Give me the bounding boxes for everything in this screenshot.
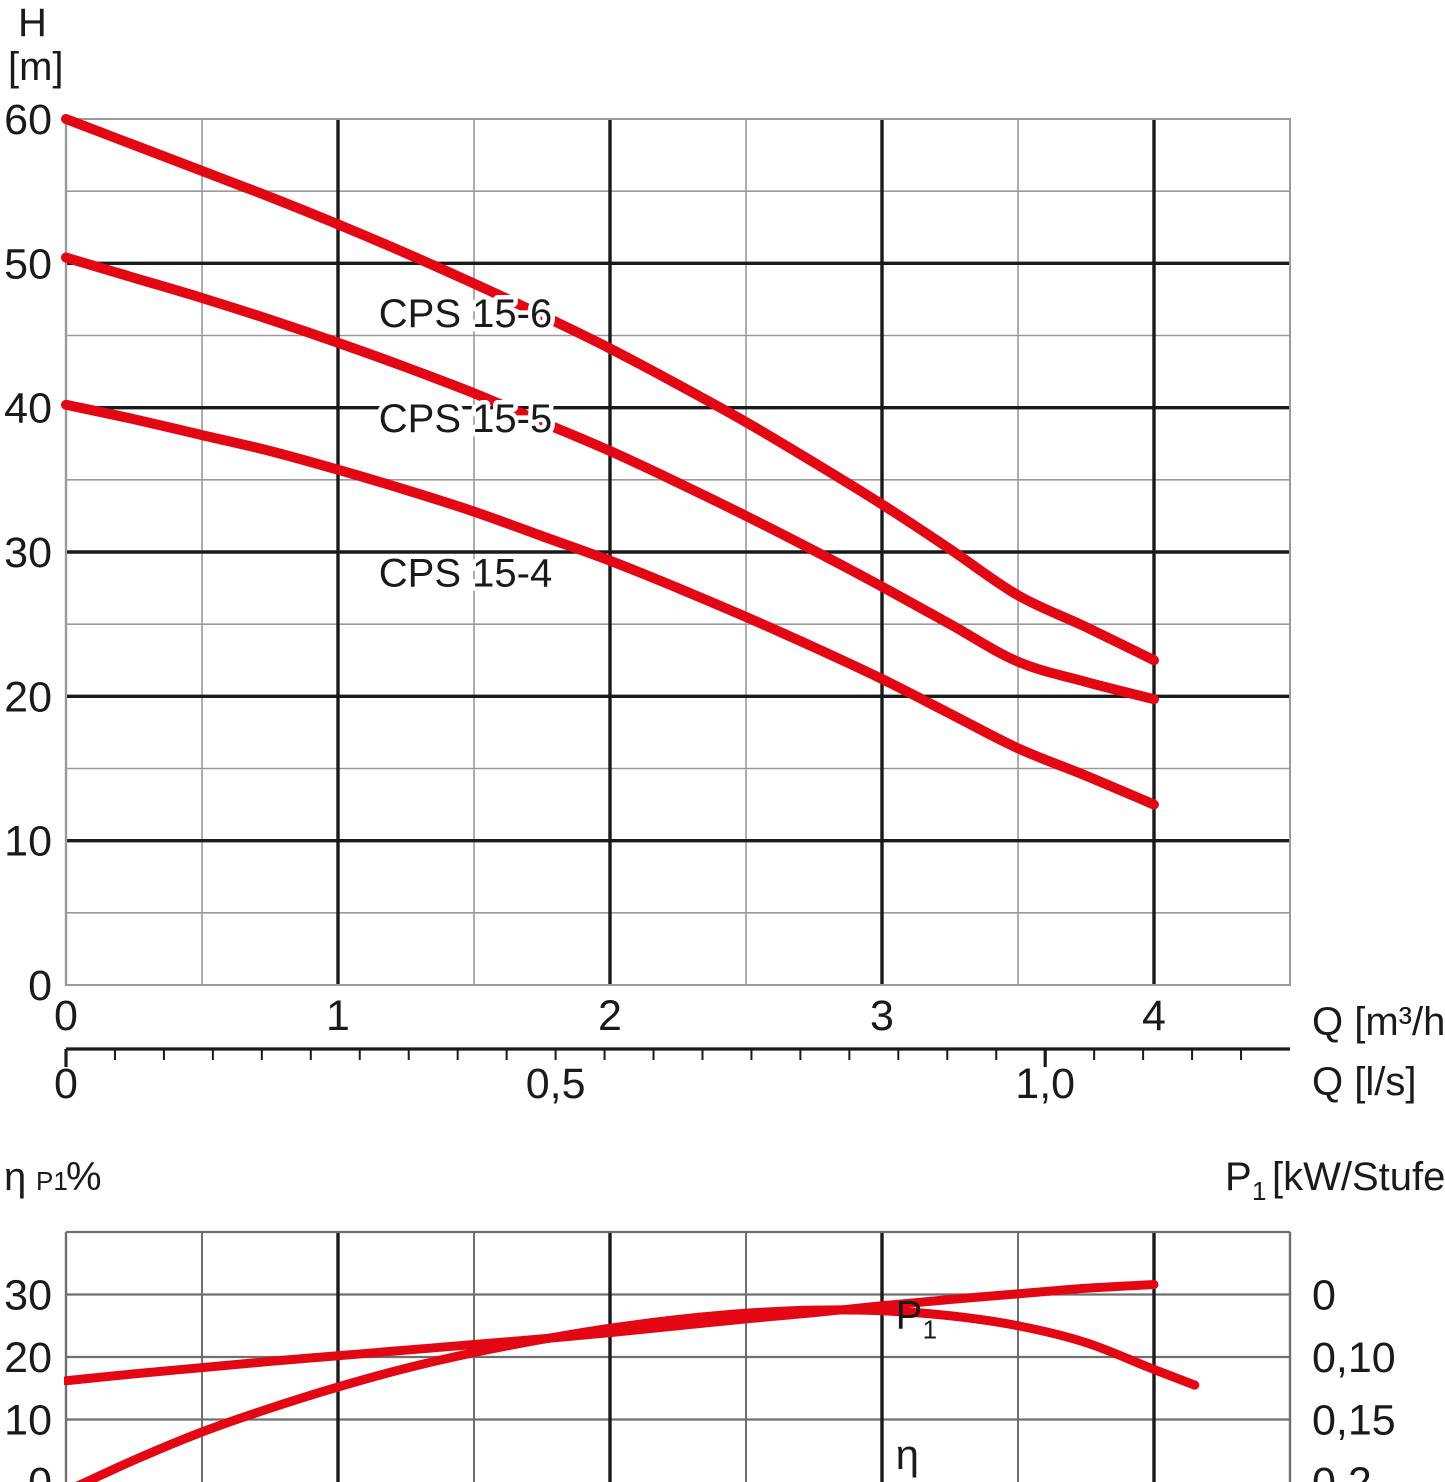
curve-cps-15-4 [61, 399, 1159, 810]
curve-label-cps-15-5: CPS 15-5 [379, 397, 552, 441]
grid-minor-lines-bottom [66, 1232, 1290, 1482]
grid-major-lines [66, 119, 1290, 985]
y-tick-label: 50 [4, 240, 52, 288]
x-axis-unit-m3h: Q [m³/h] [1312, 1000, 1445, 1044]
curve-labels-bottom: P 1 η [896, 1293, 937, 1478]
curve-label-p1-subscript: 1 [923, 1314, 937, 1344]
y-tick-label: 30 [4, 529, 52, 577]
x-axis-ls: 0 0,5 1,0 [54, 1047, 1290, 1108]
x-axis-unit-ls: Q [l/s] [1312, 1060, 1416, 1104]
y-tick-label-right: 0,15 [1312, 1397, 1396, 1445]
y-axis-title-h: H [18, 1, 47, 45]
plot-frame-bottom [64, 1230, 1292, 1482]
plot-frame [64, 118, 1291, 986]
x-tick-label-m3h: 3 [870, 992, 894, 1040]
y-axis-title-eta-p1-pct: η P1 % [4, 1155, 102, 1199]
y-axis-tick-labels: 60 50 40 30 20 10 0 [4, 96, 52, 1010]
y-tick-label: 0 [28, 962, 52, 1010]
y-tick-label: 60 [4, 96, 52, 144]
x-axis-m3h: 0 1 2 3 4 [54, 992, 1166, 1040]
curve-label-halo: CPS 15-5 [379, 397, 552, 441]
y-tick-label-left: 10 [4, 1397, 52, 1445]
curve-cps-15-6 [61, 114, 1159, 666]
curve-label-eta: η [896, 1431, 919, 1478]
y-tick-label: 20 [4, 673, 52, 721]
p1-main-label: P [1225, 1155, 1252, 1199]
percent-symbol: % [66, 1155, 102, 1199]
y-tick-label-left: 20 [4, 1334, 52, 1382]
head-curves [61, 114, 1159, 810]
curve-label-halo: CPS 15-6 [379, 292, 552, 336]
y-tick-label: 40 [4, 385, 52, 433]
y-tick-label-left: 0 [28, 1459, 52, 1482]
x-tick-label-m3h: 4 [1142, 992, 1166, 1040]
x-tick-label-m3h: 2 [598, 992, 622, 1040]
y-tick-label-right: 0 [1312, 1272, 1336, 1320]
y-tick-label-right: 0,10 [1312, 1334, 1396, 1382]
p1-subscript-label: P1 [36, 1166, 68, 1196]
y-tick-label-left: 30 [4, 1272, 52, 1320]
curve-label-p1: P [896, 1293, 923, 1337]
curve-cps-15-5 [61, 252, 1159, 705]
curve-eta [75, 1305, 1200, 1482]
y-tick-label-right: 0,2 [1312, 1459, 1372, 1482]
x-tick-label-ls: 0,5 [526, 1060, 586, 1108]
p1-sub-label: 1 [1252, 1176, 1266, 1206]
y-tick-label: 10 [4, 818, 52, 866]
x-tick-label-ls: 1,0 [1015, 1060, 1075, 1108]
y-axis-title-p1-kw: P 1 [kW/Stufe] [1225, 1155, 1445, 1206]
head-flow-chart: H [m] 60 50 40 30 20 10 0 0 1 2 3 4 0 0,5 1,0 CPS 15… [4, 1, 1445, 1108]
y-axis-tick-labels-right: 0 0,10 0,15 0,2 [1312, 1272, 1396, 1482]
x-tick-label-m3h: 0 [54, 992, 78, 1040]
efficiency-power-curves [64, 1280, 1200, 1482]
x-tick-label-m3h: 1 [326, 992, 350, 1040]
y-axis-tick-labels-left: 30 20 10 0 [4, 1272, 52, 1482]
kw-stufe-unit-label: [kW/Stufe] [1272, 1155, 1445, 1199]
curve-label-cps-15-6: CPS 15-6 [379, 292, 552, 336]
y-axis-title-unit: [m] [8, 45, 64, 89]
curve-label-cps-15-4: CPS 15-4 [379, 552, 552, 596]
x-tick-label-ls: 0 [54, 1060, 78, 1108]
curve-label-halo: CPS 15-4 [379, 552, 552, 596]
eta-symbol: η [4, 1155, 26, 1199]
